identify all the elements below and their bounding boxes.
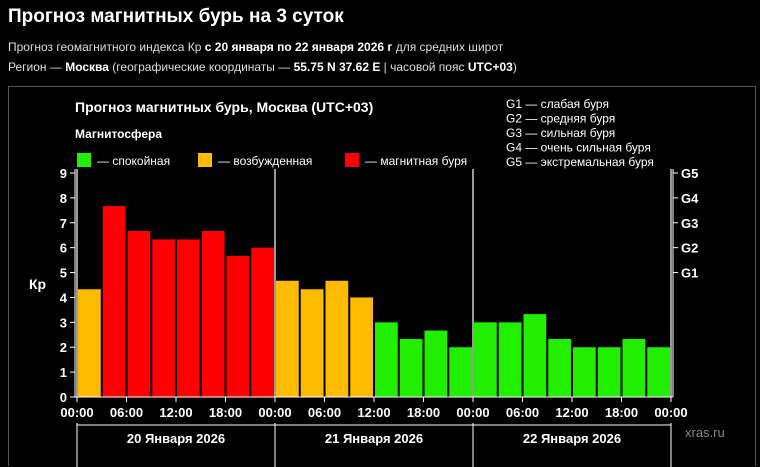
y-axis-label: Кр (29, 276, 46, 292)
legend-swatch (77, 153, 91, 167)
g-scale-item: G1 — слабая буря (506, 97, 609, 111)
x-tick-label: 06:00 (308, 405, 341, 420)
x-tick-label: 00:00 (60, 405, 93, 420)
kp-bar (498, 322, 522, 397)
kp-bar (375, 322, 398, 397)
region-tz-prefix: | часовой пояс (380, 60, 468, 74)
g-tick-label: G1 (681, 266, 698, 281)
legend-label: — спокойная (97, 154, 170, 168)
period-suffix: для средних широт (392, 40, 504, 54)
legend-label: — магнитная буря (365, 154, 467, 168)
x-tick-label: 00:00 (258, 405, 291, 420)
x-tick-label: 18:00 (605, 405, 638, 420)
g-scale-item: G4 — очень сильная буря (506, 141, 651, 155)
x-tick-label: 00:00 (456, 405, 489, 420)
kp-chart: Прогноз магнитных бурь, Москва (UTC+03) … (29, 97, 725, 467)
day-label: 21 Января 2026 (325, 431, 423, 446)
x-tick-label: 00:00 (654, 405, 687, 420)
g-scale-item: G5 — экстремальная буря (506, 155, 654, 169)
kp-bar (647, 347, 670, 397)
watermark: xras.ru (685, 425, 725, 440)
kp-bar (622, 339, 646, 397)
kp-bar (548, 339, 571, 397)
kp-bar (449, 347, 472, 397)
kp-bar (523, 314, 547, 397)
kp-bar (127, 230, 151, 397)
period-dates: с 20 января по 22 января 2026 г (204, 40, 393, 54)
kp-bar (251, 247, 274, 397)
kp-bar (152, 239, 175, 397)
kp-bar (350, 297, 373, 397)
kp-bar (325, 280, 349, 397)
g-tick-label: G2 (681, 241, 698, 256)
y-tick-label: 3 (60, 315, 67, 330)
kp-bar (276, 280, 299, 397)
x-tick-label: 18:00 (209, 405, 242, 420)
y-tick-label: 6 (60, 241, 67, 256)
y-tick-label: 4 (60, 290, 68, 305)
x-tick-label: 12:00 (159, 405, 192, 420)
forecast-period-line: Прогноз геомагнитного индекса Кр с 20 ян… (8, 40, 503, 54)
kp-bar (102, 206, 126, 397)
g-scale-item: G3 — сильная буря (506, 126, 615, 140)
region-timezone: UTC+03 (467, 60, 513, 74)
region-line: Регион — Москва (географические координа… (8, 60, 517, 74)
y-tick-label: 9 (60, 166, 67, 181)
kp-bar (226, 255, 250, 397)
page-title: Прогноз магнитных бурь на 3 суток (8, 6, 344, 27)
kp-bar (597, 347, 621, 397)
y-tick-label: 8 (60, 191, 67, 206)
g-tick-label: G3 (681, 216, 698, 231)
legend-title: Магнитосфера (75, 127, 162, 141)
chart-panel: Прогноз магнитных бурь, Москва (UTC+03) … (8, 86, 756, 467)
kp-bar (201, 230, 225, 397)
g-tick-label: G5 (681, 166, 698, 181)
legend-label: — возбужденная (218, 154, 312, 168)
x-tick-label: 12:00 (555, 405, 588, 420)
kp-bar (474, 322, 497, 397)
y-tick-label: 2 (60, 340, 67, 355)
period-prefix: Прогноз геомагнитного индекса Кр (8, 40, 205, 54)
region-coords-prefix: (географические координаты — (108, 60, 294, 74)
y-tick-label: 1 (60, 365, 67, 380)
x-tick-label: 06:00 (110, 405, 143, 420)
kp-bar (424, 330, 448, 397)
day-label: 22 Января 2026 (523, 431, 621, 446)
x-tick-label: 12:00 (357, 405, 390, 420)
g-scale-item: G2 — средняя буря (506, 112, 615, 126)
x-tick-label: 06:00 (506, 405, 539, 420)
region-city: Москва (65, 60, 109, 74)
legend-swatch (345, 153, 359, 167)
y-tick-label: 7 (60, 216, 67, 231)
day-label: 20 Января 2026 (127, 431, 225, 446)
kp-bar (177, 239, 200, 397)
g-tick-label: G4 (681, 191, 699, 206)
chart-title: Прогноз магнитных бурь, Москва (UTC+03) (75, 99, 373, 115)
y-tick-label: 5 (60, 266, 67, 281)
legend-swatch (198, 153, 212, 167)
kp-bar (399, 339, 423, 397)
y-tick-label: 0 (60, 390, 67, 405)
region-coords: 55.75 N 37.62 E (293, 60, 381, 74)
x-tick-label: 18:00 (407, 405, 440, 420)
kp-bar (78, 289, 101, 397)
kp-bar (573, 347, 596, 397)
region-suffix: ) (512, 60, 517, 74)
kp-bar (300, 289, 324, 397)
region-prefix: Регион — (8, 60, 66, 74)
